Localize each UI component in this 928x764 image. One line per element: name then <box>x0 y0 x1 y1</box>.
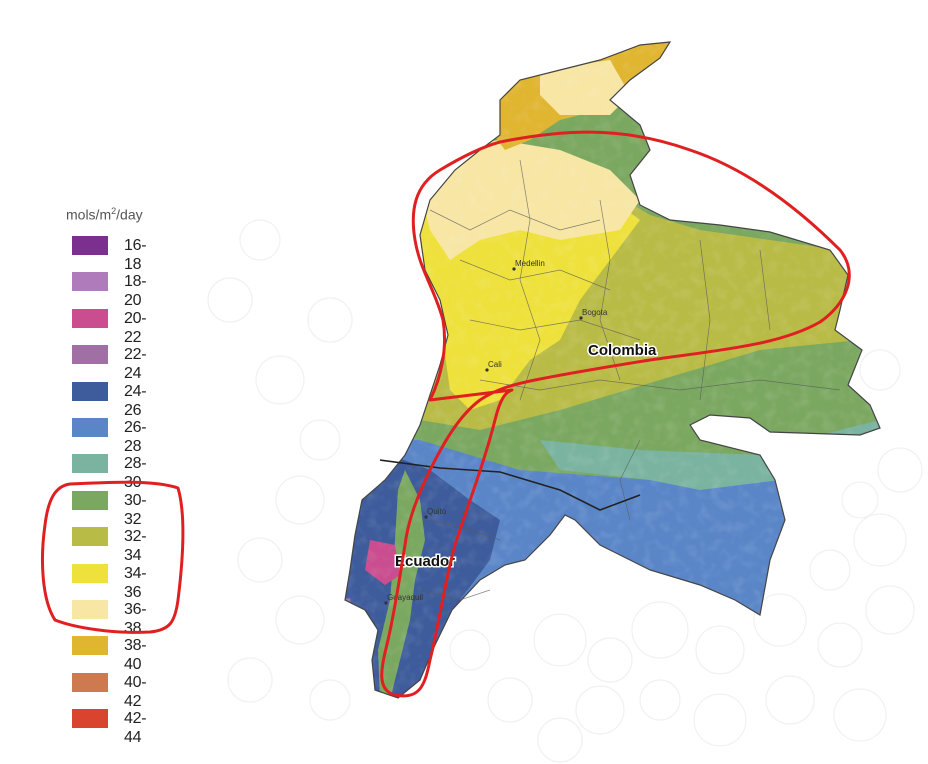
legend-swatch <box>72 381 108 401</box>
legend-label: 16-18 <box>124 237 147 273</box>
city-dot <box>579 316 583 320</box>
legend-label: 38-40 <box>124 637 147 674</box>
city-label: Guayaquil <box>387 593 423 602</box>
city-marker: Medellin <box>512 259 545 271</box>
legend-label: 20-22 <box>124 309 147 346</box>
city-dot <box>384 601 388 605</box>
legend-swatch <box>72 417 108 437</box>
city-label: Cali <box>488 360 502 369</box>
city-marker: Guayaquil <box>384 593 423 605</box>
city-marker: Bogota <box>579 308 608 320</box>
legend-label: 24-26 <box>124 382 147 419</box>
legend-swatch <box>72 563 108 583</box>
legend-swatch <box>72 308 108 328</box>
legend-label: 42-44 <box>124 710 147 747</box>
city-dot <box>485 368 489 372</box>
legend-label: 26-28 <box>124 418 147 455</box>
legend-swatch <box>72 709 108 729</box>
city-label: Quito <box>427 507 447 516</box>
city-label: Bogota <box>582 308 608 317</box>
legend-swatch <box>72 636 108 656</box>
legend-label: 18-20 <box>124 273 147 310</box>
city-marker: Cali <box>485 360 502 372</box>
legend-swatch <box>72 599 108 619</box>
legend-label: 30-32 <box>124 491 147 528</box>
city-label: Medellin <box>515 259 545 268</box>
legend-label: 40-42 <box>124 673 147 710</box>
legend-title: mols/m2/day <box>66 206 143 223</box>
highlight-annotations <box>40 130 851 698</box>
legend-swatch <box>72 672 108 692</box>
legend-swatch <box>72 490 108 510</box>
legend-label: 22-24 <box>124 346 147 383</box>
city-marker: Quito <box>424 507 447 519</box>
legend-swatch <box>72 527 108 547</box>
legend-label: 32-34 <box>124 528 147 565</box>
country-label: Colombia <box>588 342 657 359</box>
highlight-region-north <box>380 130 851 698</box>
highlight-legend-box <box>40 480 185 634</box>
legend-title-main: mols/m <box>66 206 112 223</box>
legend-title-superscript: 2 <box>111 206 117 216</box>
legend-swatch <box>72 272 108 292</box>
legend-swatch <box>72 345 108 365</box>
legend-swatch <box>72 454 108 474</box>
legend-title-tail: /day <box>116 206 143 223</box>
country-label: Ecuador <box>395 553 455 570</box>
admin-boundaries <box>419 159 841 601</box>
legend-swatch <box>72 236 108 255</box>
city-dot <box>424 515 428 519</box>
legend-label: 34-36 <box>124 564 147 601</box>
city-dot <box>512 267 516 271</box>
